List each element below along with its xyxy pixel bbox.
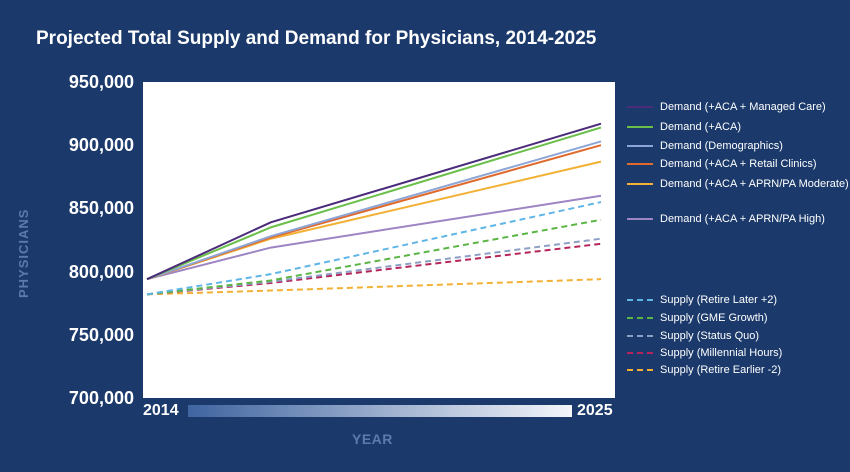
legend-swatch (627, 106, 653, 108)
y-tick-label: 850,000 (68, 198, 134, 219)
x-tick-start: 2014 (143, 402, 179, 419)
y-tick-label: 800,000 (68, 261, 134, 282)
y-tick-label: 750,000 (68, 324, 134, 345)
legend-swatch (627, 145, 653, 147)
legend-label: Demand (+ACA + Managed Care) (660, 101, 826, 113)
series-line-0 (146, 122, 602, 281)
y-tick-label: 700,000 (68, 388, 134, 408)
series-line-10 (146, 278, 602, 296)
series-line-7 (146, 218, 602, 296)
chart-title: Projected Total Supply and Demand for Ph… (36, 28, 597, 49)
legend-label: Supply (GME Growth) (660, 312, 768, 324)
legend-swatch (627, 126, 653, 128)
y-tick-label: 900,000 (68, 135, 134, 156)
legend-label: Supply (Status Quo) (660, 330, 760, 342)
legend-swatch (627, 299, 653, 301)
legend-label: Demand (Demographics) (660, 140, 783, 152)
x-axis-label: YEAR (352, 431, 393, 447)
x-axis-gradient-bar (188, 405, 572, 417)
plot-background (143, 82, 615, 398)
legend-swatch (627, 183, 653, 185)
legend-label: Supply (Retire Earlier -2) (660, 364, 782, 376)
y-tick-label: 950,000 (68, 72, 134, 92)
y-axis-label: PHYSICIANS (16, 208, 31, 298)
legend-label: Demand (+ACA) (660, 121, 742, 133)
legend-label: Demand (+ACA + Retail Clinics) (660, 158, 817, 170)
x-tick-end: 2025 (577, 402, 613, 419)
legend-label: Supply (Retire Later +2) (660, 294, 778, 306)
legend-swatch (627, 317, 653, 319)
plot-area (143, 82, 615, 398)
legend-swatch (627, 369, 653, 371)
series-line-2 (146, 140, 602, 281)
legend-swatch (627, 163, 653, 165)
legend-swatch (627, 352, 653, 354)
legend-label: Demand (+ACA + APRN/PA High) (660, 213, 825, 225)
series-line-5 (146, 194, 602, 281)
series-line-1 (146, 126, 602, 281)
series-line-6 (146, 201, 602, 296)
legend-swatch (627, 218, 653, 220)
legend-swatch (627, 335, 653, 337)
legend-label: Demand (+ACA + APRN/PA Moderate) (660, 178, 849, 190)
legend-label: Supply (Millennial Hours) (660, 347, 783, 359)
